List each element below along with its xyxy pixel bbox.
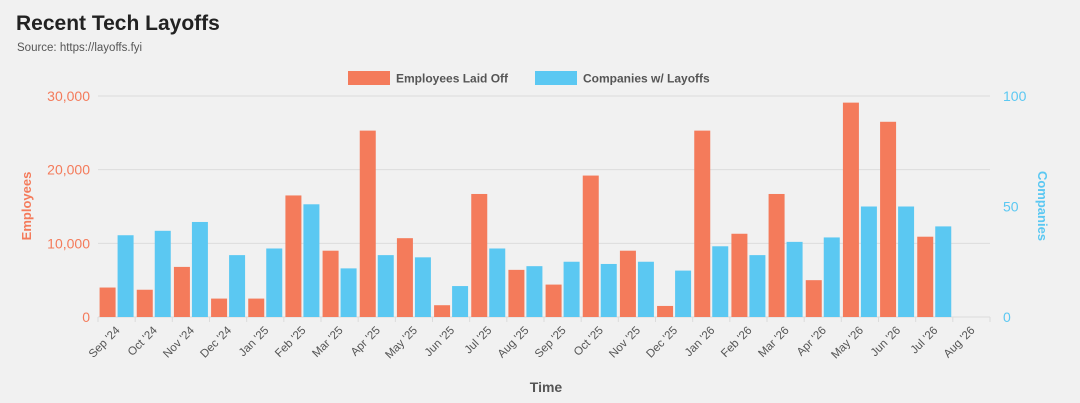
y-tick-label-right: 100 (1003, 88, 1027, 104)
bar-employees[interactable] (396, 238, 413, 317)
bar-employees[interactable] (322, 250, 339, 317)
x-tick-label: Jul '25 (463, 325, 495, 357)
bar-companies[interactable] (712, 246, 729, 317)
bar-companies[interactable] (377, 255, 394, 317)
bars (99, 102, 952, 318)
bar-employees[interactable] (508, 269, 525, 317)
x-axis: Sep '24 Oct '24 Nov '24 Dec '24 Jan '25 Feb '… (87, 317, 991, 362)
x-tick-label: Jul '26 (909, 325, 941, 357)
bar-companies[interactable] (749, 255, 766, 317)
legend-swatch-companies (535, 71, 577, 85)
bar-companies[interactable] (860, 206, 877, 318)
bar-employees[interactable] (805, 280, 822, 317)
legend: Employees Laid Off Companies w/ Layoffs (348, 71, 710, 86)
bar-employees[interactable] (248, 298, 265, 317)
x-tick-label: Jun '25 (423, 325, 457, 359)
bar-companies[interactable] (600, 263, 617, 317)
bar-companies[interactable] (414, 257, 431, 317)
source-note: Source: https://layoffs.fyi (17, 42, 143, 54)
x-tick-label: Feb '25 (273, 325, 308, 360)
bar-employees[interactable] (471, 193, 488, 317)
y-tick-label-left: 0 (82, 309, 90, 325)
x-tick-label: Oct '24 (126, 324, 160, 358)
bar-companies[interactable] (563, 261, 580, 317)
bar-companies[interactable] (266, 248, 283, 317)
bar-companies[interactable] (675, 270, 692, 317)
y-tick-label-right: 50 (1003, 199, 1019, 215)
bar-employees[interactable] (657, 305, 674, 317)
x-tick-label: Nov '24 (161, 324, 197, 360)
page-title: Recent Tech Layoffs (16, 12, 220, 35)
x-tick-label: May '25 (383, 325, 420, 362)
x-tick-label: May '26 (829, 325, 866, 362)
bar-employees[interactable] (285, 195, 302, 317)
x-tick-label: Oct '25 (572, 325, 606, 359)
y-axis-right: 0 50 100 (1003, 88, 1027, 325)
legend-label-companies[interactable]: Companies w/ Layoffs (583, 72, 710, 86)
x-tick-label: Nov '25 (607, 325, 643, 361)
bar-companies[interactable] (229, 255, 246, 317)
y-axis-left-title: Employees (19, 172, 34, 241)
bar-employees[interactable] (434, 305, 451, 317)
x-tick-label: Sep '25 (533, 325, 569, 361)
x-tick-label: Dec '24 (198, 324, 234, 360)
bar-employees[interactable] (136, 289, 153, 317)
bar-employees[interactable] (694, 130, 711, 317)
x-tick-label: Sep '24 (87, 324, 123, 360)
bar-companies[interactable] (786, 241, 803, 317)
bar-companies[interactable] (823, 237, 840, 317)
bar-employees[interactable] (917, 236, 934, 317)
x-tick-label: Dec '25 (644, 325, 680, 361)
bar-employees[interactable] (582, 175, 599, 317)
legend-swatch-employees (348, 71, 390, 85)
bar-companies[interactable] (303, 204, 320, 317)
x-tick-label: Jan '26 (683, 325, 717, 359)
y-axis-left: 0 10,000 20,000 30,000 (47, 88, 90, 325)
y-tick-label-left: 30,000 (47, 88, 90, 104)
bar-employees[interactable] (359, 130, 376, 317)
x-tick-label: Feb '26 (719, 325, 754, 360)
bar-companies[interactable] (637, 261, 654, 317)
bar-employees[interactable] (842, 102, 859, 317)
x-tick-label: Apr '25 (349, 325, 383, 359)
bar-employees[interactable] (545, 284, 562, 317)
x-tick-label: Aug '25 (496, 325, 532, 361)
bar-employees[interactable] (211, 298, 228, 317)
y-tick-label-left: 20,000 (47, 162, 90, 178)
bar-employees[interactable] (619, 250, 636, 317)
bar-companies[interactable] (489, 248, 506, 317)
y-tick-label-left: 10,000 (47, 235, 90, 251)
bar-companies[interactable] (526, 266, 543, 317)
bar-companies[interactable] (154, 230, 171, 317)
x-tick-label: Mar '25 (310, 325, 345, 360)
bar-companies[interactable] (898, 206, 915, 318)
legend-label-employees[interactable]: Employees Laid Off (396, 72, 509, 86)
bar-companies[interactable] (191, 221, 208, 317)
y-axis-right-title: Companies (1035, 171, 1050, 241)
bar-employees[interactable] (768, 193, 785, 317)
x-tick-label: Jun '26 (869, 325, 903, 359)
bar-employees[interactable] (731, 233, 748, 317)
x-tick-label: Aug '26 (942, 325, 978, 361)
bar-employees[interactable] (880, 121, 897, 318)
x-tick-label: Mar '26 (756, 325, 791, 360)
bar-companies[interactable] (935, 226, 952, 317)
x-axis-title: Time (530, 379, 563, 395)
bar-employees[interactable] (99, 287, 116, 317)
bar-employees[interactable] (173, 266, 190, 317)
x-tick-label: Apr '26 (795, 325, 829, 359)
bar-companies[interactable] (117, 235, 134, 317)
bar-companies[interactable] (452, 286, 469, 317)
y-tick-label-right: 0 (1003, 309, 1011, 325)
x-tick-label: Jan '25 (237, 325, 271, 359)
bar-companies[interactable] (340, 268, 357, 317)
